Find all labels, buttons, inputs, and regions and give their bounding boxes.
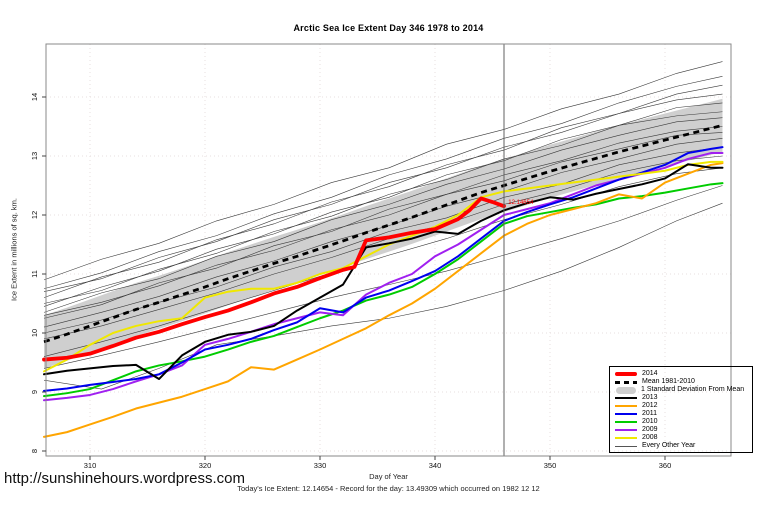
legend-item-2009: 2009: [615, 426, 748, 434]
legend-swatch-band: [616, 386, 636, 394]
legend-swatch-line: [615, 396, 637, 400]
legend-swatch-line: [615, 436, 637, 440]
legend-label: 2009: [642, 426, 658, 433]
legend-label: 2013: [642, 394, 658, 401]
legend-label: 2010: [642, 418, 658, 425]
every-other-year-line-14: [43, 202, 723, 390]
legend-item-2010: 2010: [615, 418, 748, 426]
every-other-year-line-12: [43, 167, 723, 357]
legend-label: Every Other Year: [642, 442, 696, 449]
y-tick-label: 8: [30, 449, 39, 453]
legend-swatch-line: [615, 412, 637, 416]
legend: 2014 Mean 1981-2010 1 Standard Deviation F…: [609, 366, 753, 453]
legend-label: Mean 1981-2010: [642, 378, 695, 385]
series-2014: [42, 196, 506, 362]
y-tick-label: 11: [30, 270, 39, 278]
x-tick-label: 340: [429, 461, 442, 470]
current-value-annotation: 12.14654: [508, 200, 534, 206]
x-axis-title: Day of Year: [369, 472, 408, 481]
legend-swatch-line: [615, 428, 637, 432]
legend-label: 1 Standard Deviation From Mean: [641, 386, 745, 393]
x-tick-label: 320: [199, 461, 212, 470]
every-other-year-line-1: [43, 76, 723, 290]
footer-caption: Today's Ice Extent: 12.14654 - Record fo…: [237, 484, 540, 493]
y-tick-label: 10: [30, 329, 39, 337]
x-tick-label: 360: [659, 461, 672, 470]
series-2011: [43, 146, 724, 392]
plot-frame: [45, 43, 732, 457]
legend-swatch-thin: [615, 445, 637, 447]
y-tick-label: 13: [30, 152, 39, 160]
legend-item-1-standard-deviation-from-mean: 1 Standard Deviation From Mean: [615, 386, 748, 394]
every-other-year-line-10: [43, 146, 723, 334]
every-other-year-line-3: [43, 93, 723, 292]
x-tick-label: 310: [84, 461, 97, 470]
every-other-year-line-2: [43, 84, 723, 298]
legend-swatch-line: [615, 404, 637, 408]
series-2010: [43, 182, 724, 398]
series-2008: [43, 160, 724, 373]
legend-item-2013: 2013: [615, 394, 748, 402]
legend-item-2011: 2011: [615, 410, 748, 418]
every-other-year-line-8: [43, 132, 723, 316]
legend-item-2012: 2012: [615, 402, 748, 410]
series-2012: [43, 162, 724, 438]
every-other-year-line-5: [43, 111, 723, 304]
legend-label: 2011: [642, 410, 658, 417]
legend-label: 2012: [642, 402, 658, 409]
y-tick-label: 12: [30, 211, 39, 219]
x-tick-label: 350: [544, 461, 557, 470]
legend-item-mean-1981-2010: Mean 1981-2010: [615, 378, 748, 386]
legend-swatch-line: [615, 420, 637, 424]
series-2009: [43, 152, 724, 402]
legend-swatch-thick: [615, 372, 637, 376]
footer-url: http://sunshinehours.wordpress.com: [4, 470, 245, 487]
legend-item-every-other-year: Every Other Year: [615, 442, 748, 450]
series-2013: [43, 163, 724, 381]
y-tick-label: 9: [30, 390, 39, 394]
legend-label: 2008: [642, 434, 658, 441]
legend-item-2014: 2014: [615, 370, 748, 378]
legend-item-2008: 2008: [615, 434, 748, 442]
legend-label: 2014: [642, 370, 658, 377]
legend-swatch-dashed: [615, 380, 637, 384]
y-tick-label: 14: [30, 93, 39, 101]
x-tick-label: 330: [314, 461, 327, 470]
every-other-year-line-9: [43, 138, 723, 328]
every-other-year-line-7: [43, 126, 723, 319]
every-other-year-line-6: [43, 117, 723, 313]
every-other-year-line-0: [43, 61, 723, 281]
chart-title: Arctic Sea Ice Extent Day 346 1978 to 20…: [293, 23, 484, 33]
every-other-year-line-13: [43, 185, 723, 369]
